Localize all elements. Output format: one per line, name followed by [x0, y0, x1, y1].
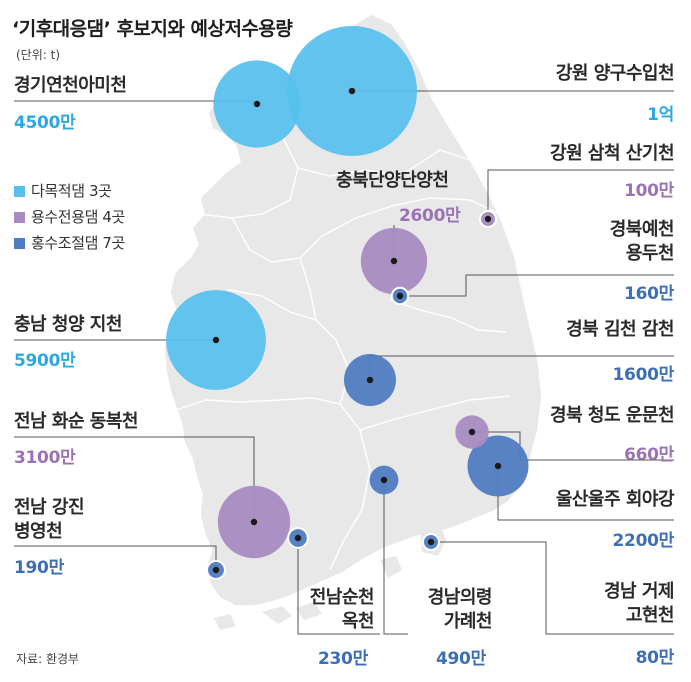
site-name-gangwon-samcheok: 강원 삼척 산기천: [550, 143, 674, 164]
marker-gyeongbuk-cheongdo: [468, 428, 476, 436]
site-name-gyeongbuk-gimcheon: 경북 김천 감천: [566, 319, 674, 340]
marker-gyeongbuk-yecheon: [396, 292, 404, 300]
legend-swatch-water: [14, 212, 25, 223]
source-note: 자료: 환경부: [16, 652, 80, 666]
site-bubbles: [166, 26, 529, 580]
site-value-ulsan-ulju: 2200만: [612, 531, 675, 551]
legend-swatch-multi: [14, 186, 25, 197]
site-value-gyeongbuk-gimcheon: 1600만: [612, 365, 675, 385]
site-name-gyeongnam-uiryeong: 경남의령 가례천: [412, 586, 493, 634]
marker-gyeongbuk-gimcheon: [366, 376, 374, 384]
site-name-gyeongnam-uiryeong-line2: 가례천: [443, 611, 493, 632]
map-island: [214, 614, 236, 630]
site-name-gyeongbuk-yecheon-line1: 경북예천: [609, 219, 675, 240]
legend-item-water: 용수전용댐 4곳: [14, 206, 125, 227]
leader-line-gyeongnam-geoje: [431, 541, 674, 635]
map-landmass: [163, 13, 543, 607]
map-island: [380, 556, 402, 578]
marker-jeonnam-gangjin: [212, 566, 220, 574]
province-borders: [175, 69, 527, 571]
marker-jeonnam-suncheon: [294, 534, 302, 542]
map-island: [296, 602, 322, 620]
legend-item-flood: 홍수조절댐 7곳: [14, 232, 125, 253]
site-name-gyeonggi-yeoncheon: 경기연천아미천: [14, 75, 127, 96]
site-name-gyeongnam-geoje: 경남 거제 고현천: [603, 580, 675, 628]
site-name-jeonnam-suncheon-line1: 전남순천: [309, 587, 375, 608]
site-value-gangwon-samcheok: 100만: [624, 181, 674, 201]
marker-gyeongnam-geoje: [427, 538, 435, 546]
site-value-gyeongbuk-cheongdo: 660만: [624, 445, 674, 465]
marker-gyeonggi-yeoncheon: [253, 100, 261, 108]
site-value-gangwon-yanggu: 1억: [647, 105, 674, 125]
site-name-jeonnam-gangjin-line1: 전남 강진: [14, 497, 85, 518]
marker-ulsan-ulju: [494, 462, 502, 470]
legend-swatch-flood: [14, 238, 25, 249]
marker-gangwon-samcheok: [484, 215, 492, 223]
site-name-jeonnam-suncheon-line2: 옥천: [341, 611, 375, 632]
site-value-gyeongbuk-yecheon: 160만: [624, 284, 674, 304]
site-name-gyeongnam-geoje-line1: 경남 거제: [603, 581, 675, 602]
site-value-chungbuk-danyang: 2600만: [399, 206, 461, 226]
leader-line-jeonnam-suncheon: [297, 538, 380, 635]
site-name-gangwon-yanggu: 강원 양구수입천: [555, 63, 675, 84]
site-name-gyeongnam-uiryeong-line1: 경남의령: [427, 587, 493, 608]
page-title: ‘기후대응댐’ 후보지와 예상저수용량: [12, 18, 293, 40]
site-name-ulsan-ulju: 울산울주 회야강: [555, 489, 675, 510]
marker-gangwon-yanggu: [348, 87, 356, 95]
site-name-gyeongbuk-cheongdo: 경북 청도 운문천: [550, 405, 674, 426]
leader-line-gyeongbuk-yecheon: [400, 274, 674, 297]
site-name-chungbuk-danyang: 충북단양단양천: [336, 170, 449, 191]
site-value-gyeongnam-uiryeong: 490만: [436, 649, 486, 669]
leader-line-gangwon-samcheok: [487, 169, 674, 219]
site-name-jeonnam-hwasun: 전남 화순 동복천: [14, 411, 138, 432]
legend-item-multi: 다목적댐 3곳: [14, 180, 112, 201]
marker-jeonnam-hwasun: [250, 518, 258, 526]
marker-gyeongnam-uiryeong: [380, 476, 388, 484]
site-value-gyeonggi-yeoncheon: 4500만: [14, 113, 76, 133]
marker-chungbuk-danyang: [390, 257, 398, 265]
site-value-jeonnam-suncheon: 230만: [318, 649, 368, 669]
leader-line-gyeongnam-uiryeong: [383, 480, 408, 635]
site-value-jeonnam-hwasun: 3100만: [14, 448, 76, 468]
site-value-jeonnam-gangjin: 190만: [14, 558, 64, 578]
marker-chungnam-cheongyang: [212, 336, 220, 344]
site-name-chungnam-cheongyang: 충남 청양 지천: [14, 314, 122, 335]
unit-note: (단위: t): [16, 48, 61, 62]
site-value-chungnam-cheongyang: 5900만: [14, 351, 76, 371]
map-island: [262, 606, 292, 624]
site-name-jeonnam-gangjin-line2: 병영천: [14, 521, 63, 542]
site-name-jeonnam-suncheon: 전남순천 옥천: [304, 586, 375, 634]
site-value-gyeongnam-geoje: 80만: [635, 648, 675, 668]
site-name-gyeongbuk-yecheon: 경북예천 용두천: [609, 218, 675, 266]
site-name-gyeongnam-geoje-line2: 고현천: [625, 605, 675, 626]
site-name-gyeongbuk-yecheon-line2: 용두천: [625, 243, 675, 264]
